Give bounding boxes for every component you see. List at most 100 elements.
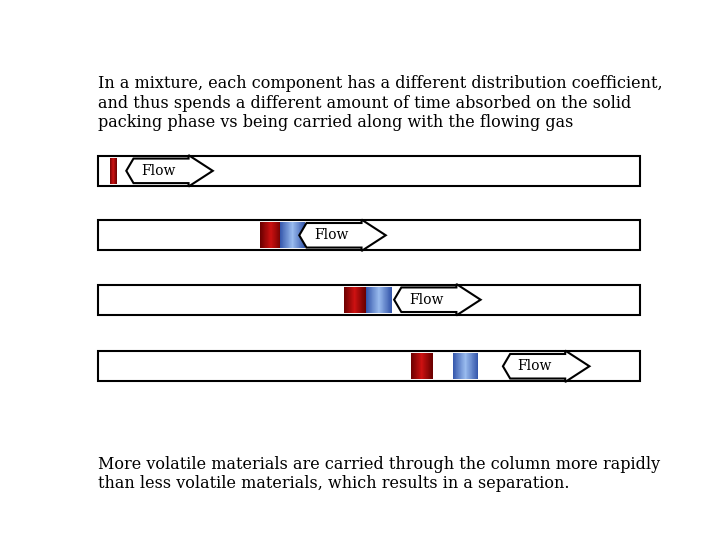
Bar	[369, 287, 370, 313]
Bar	[302, 222, 303, 248]
Bar	[419, 353, 420, 380]
Bar	[354, 287, 355, 313]
Bar	[390, 287, 391, 313]
Bar	[455, 353, 456, 380]
Bar	[476, 353, 477, 380]
Bar	[300, 222, 301, 248]
Bar	[423, 353, 424, 380]
Bar	[358, 287, 359, 313]
Polygon shape	[126, 155, 213, 186]
Bar	[356, 287, 357, 313]
Bar	[389, 287, 390, 313]
Bar	[359, 287, 360, 313]
Bar	[477, 353, 478, 380]
Bar	[304, 222, 305, 248]
Bar	[370, 287, 371, 313]
Bar	[390, 287, 391, 313]
Bar	[99, 156, 639, 186]
Bar	[347, 287, 348, 313]
Bar	[420, 353, 421, 380]
Bar	[271, 222, 272, 248]
Bar	[471, 353, 472, 380]
Bar	[417, 353, 418, 380]
Bar	[460, 353, 461, 380]
Bar	[385, 287, 386, 313]
Bar	[377, 287, 378, 313]
Bar	[429, 353, 431, 380]
Bar	[466, 353, 467, 380]
Bar	[261, 222, 262, 248]
Bar	[290, 222, 292, 248]
Bar	[429, 353, 430, 380]
Bar	[289, 222, 290, 248]
Bar	[430, 353, 431, 380]
Bar	[293, 222, 294, 248]
Bar	[368, 287, 369, 313]
Bar	[462, 353, 463, 380]
Bar	[289, 222, 291, 248]
Bar	[417, 353, 418, 380]
Bar	[267, 222, 268, 248]
Bar	[456, 353, 458, 380]
Bar	[285, 222, 287, 248]
Bar	[389, 287, 390, 313]
Bar	[302, 222, 304, 248]
Bar	[373, 287, 374, 313]
Bar	[373, 287, 374, 313]
Text: Flow: Flow	[314, 228, 348, 242]
Bar	[380, 287, 381, 313]
Bar	[297, 222, 298, 248]
Bar	[274, 222, 275, 248]
Bar	[294, 222, 295, 248]
Bar	[411, 353, 412, 380]
Bar	[372, 287, 374, 313]
Bar	[279, 222, 280, 248]
Bar	[264, 222, 265, 248]
Bar	[360, 287, 361, 313]
Bar	[351, 287, 352, 313]
Bar	[419, 353, 420, 380]
Bar	[298, 222, 299, 248]
Bar	[99, 285, 639, 315]
Bar	[276, 222, 277, 248]
Bar	[351, 287, 352, 313]
Bar	[367, 287, 368, 313]
Bar	[458, 353, 459, 380]
Bar	[348, 287, 349, 313]
Bar	[455, 353, 456, 380]
Bar	[470, 353, 471, 380]
Bar	[421, 353, 422, 380]
Bar	[475, 353, 476, 380]
Bar	[362, 287, 364, 313]
Bar	[414, 353, 415, 380]
Bar	[269, 222, 270, 248]
Bar	[467, 353, 468, 380]
Polygon shape	[394, 284, 481, 315]
Bar	[465, 353, 466, 380]
Bar	[464, 353, 465, 380]
Text: More volatile materials are carried through the column more rapidly
than less vo: More volatile materials are carried thro…	[99, 456, 660, 492]
Bar	[356, 287, 357, 313]
Bar	[413, 353, 414, 380]
Bar	[374, 287, 376, 313]
Bar	[412, 353, 413, 380]
Bar	[454, 353, 455, 380]
Bar	[266, 222, 267, 248]
Bar	[296, 222, 297, 248]
Bar	[355, 287, 356, 313]
Bar	[262, 222, 263, 248]
Bar	[273, 222, 274, 248]
Bar	[376, 287, 377, 313]
Bar	[270, 222, 271, 248]
Bar	[266, 222, 267, 248]
Bar	[286, 222, 287, 248]
Bar	[476, 353, 477, 380]
Bar	[467, 353, 468, 380]
Bar	[456, 353, 457, 380]
Bar	[352, 287, 353, 313]
Bar	[362, 287, 363, 313]
Bar	[366, 287, 367, 313]
Bar	[463, 353, 464, 380]
Bar	[474, 353, 475, 380]
Bar	[275, 222, 276, 248]
